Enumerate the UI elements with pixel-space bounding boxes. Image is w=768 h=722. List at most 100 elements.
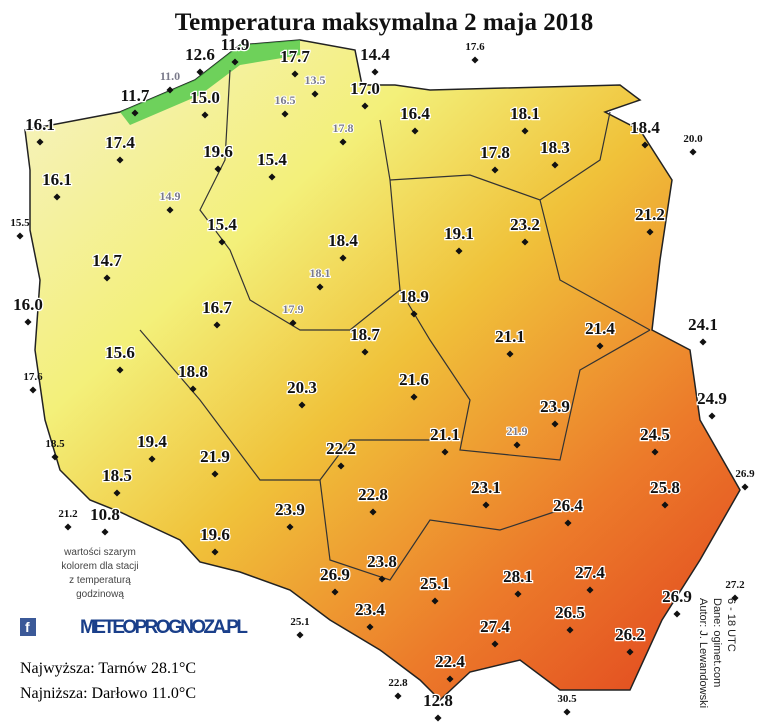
station-value: 27.4 [480, 617, 510, 636]
station-dot [214, 165, 222, 173]
station-value: 26.9 [320, 565, 350, 584]
station-dot [166, 86, 174, 94]
credits: Autor: J. Lewandowski Dane: ogimet.com 6 -… [697, 598, 737, 708]
station-value: 11.9 [221, 35, 250, 54]
station-dot [201, 111, 209, 119]
country-shape [24, 39, 741, 702]
station-value: 10.8 [90, 505, 120, 524]
station-dot [410, 310, 418, 318]
station-value: 12.8 [423, 691, 453, 710]
station-value: 26.9 [662, 587, 692, 606]
station-value: 26.2 [615, 625, 645, 644]
station-value: 16.1 [25, 115, 55, 134]
station-dot [337, 462, 345, 470]
station-value: 11.7 [121, 86, 150, 105]
station-value: 25.1 [420, 574, 450, 593]
station-value: 17.0 [350, 79, 380, 98]
station-value: 19.1 [444, 224, 474, 243]
station-value: 17.6 [23, 371, 43, 383]
station-dot [116, 156, 124, 164]
station-dot [731, 594, 739, 602]
station-dot [218, 238, 226, 246]
station-value: 21.9 [507, 424, 528, 438]
station-dot [566, 626, 574, 634]
station-value: 25.8 [650, 478, 680, 497]
station-dot [361, 102, 369, 110]
highest-text: Najwyższa: Tarnów 28.1°C [20, 660, 196, 677]
station-dot [411, 127, 419, 135]
station-value: 23.1 [471, 478, 501, 497]
note-line: wartości szarym [63, 547, 136, 558]
station-dot [689, 148, 697, 156]
station-value: 17.8 [333, 121, 354, 135]
station-dot [661, 501, 669, 509]
station-dot [514, 590, 522, 598]
station-dot [289, 319, 297, 327]
station-value: 24.1 [688, 315, 718, 334]
note-line: z temperaturą [69, 575, 131, 586]
station-value: 19.6 [200, 525, 230, 544]
station-dot [646, 228, 654, 236]
station-value: 15.4 [207, 215, 237, 234]
station-dot [116, 366, 124, 374]
station-value: 26.5 [555, 603, 585, 622]
logo-text: METEOPROGNOZA.PL [80, 617, 248, 638]
station-dot [131, 109, 139, 117]
station-value: 23.4 [355, 600, 385, 619]
station-dot [513, 441, 521, 449]
station-dot [53, 193, 61, 201]
station-dot [339, 138, 347, 146]
station-dot [113, 489, 121, 497]
station-dot [641, 141, 649, 149]
station-dot [298, 401, 306, 409]
station-value: 23.9 [540, 397, 570, 416]
station-value: 13.5 [305, 73, 326, 87]
station-dot [441, 448, 449, 456]
station-dot [521, 127, 529, 135]
station-dot [586, 586, 594, 594]
station-value: 15.0 [190, 88, 220, 107]
station-value: 15.4 [257, 150, 287, 169]
station-value: 21.1 [495, 327, 525, 346]
station-dot [51, 453, 59, 461]
station-dot [369, 508, 377, 516]
station-dot [521, 238, 529, 246]
station-dot [446, 675, 454, 683]
station-dot [213, 321, 221, 329]
station-value: 11.0 [160, 69, 180, 83]
station-value: 14.9 [160, 189, 181, 203]
station-dot [311, 90, 319, 98]
station-dot [316, 283, 324, 291]
station-value: 22.2 [326, 439, 356, 458]
station-value: 26.4 [553, 496, 583, 515]
station-value: 21.1 [430, 425, 460, 444]
station-dot [596, 342, 604, 350]
station-dot [371, 68, 379, 76]
station-value: 20.3 [287, 378, 317, 397]
station-value: 18.3 [540, 138, 570, 157]
station-dot [268, 173, 276, 181]
station-dot [563, 708, 571, 716]
station-dot [16, 232, 24, 240]
facebook-icon [20, 618, 36, 636]
station-value: 12.6 [185, 45, 215, 64]
lowest-text: Najniższa: Darłowo 11.0°C [20, 685, 196, 702]
legend-note: wartości szarym kolorem dla stacji z tempe… [61, 547, 138, 600]
station-dot [101, 528, 109, 536]
station-dot [699, 338, 707, 346]
note-line: kolorem dla stacji [61, 561, 138, 572]
station-value: 27.2 [725, 579, 745, 591]
station-value: 18.1 [310, 266, 331, 280]
station-value: 25.1 [290, 616, 309, 628]
station-dot [410, 393, 418, 401]
station-value: 22.8 [388, 677, 408, 689]
station-value: 24.5 [640, 425, 670, 444]
station-dot [741, 483, 749, 491]
station-dot [491, 166, 499, 174]
station-dot [361, 348, 369, 356]
station-dot [394, 692, 402, 700]
station-dot [455, 247, 463, 255]
station-dot [36, 138, 44, 146]
